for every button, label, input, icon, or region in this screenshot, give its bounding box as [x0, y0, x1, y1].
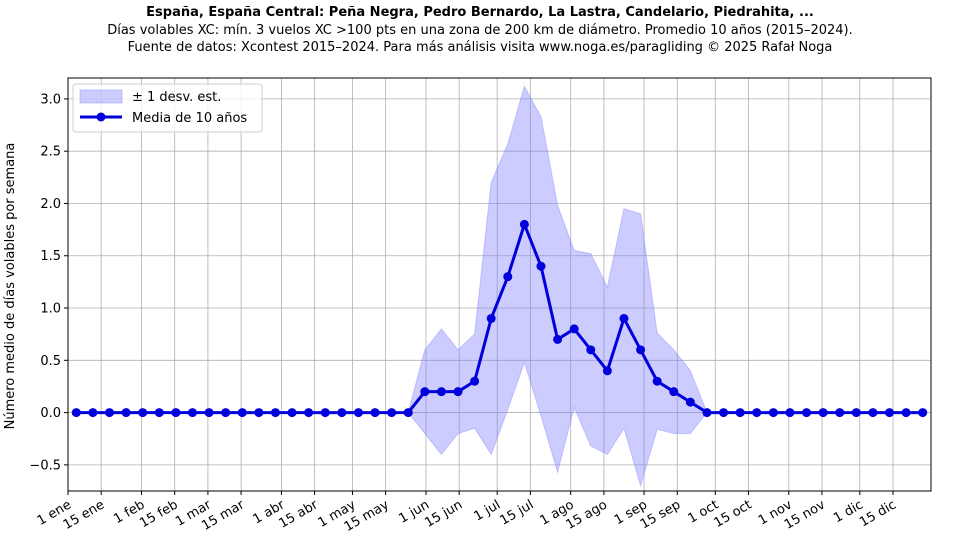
mean-point	[702, 408, 712, 418]
mean-point	[403, 408, 413, 418]
x-tick-label: 15 jul	[498, 497, 537, 528]
y-axis-ticks: −0.5 0.0 0.5 1.0 1.5 2.0 2.5 3.0	[29, 92, 68, 473]
mean-point	[553, 334, 563, 344]
mean-points	[71, 219, 928, 418]
title-block: España, España Central: Peña Negra, Pedr…	[0, 0, 960, 56]
x-tick-label: 15 oct	[712, 497, 755, 530]
mean-point	[204, 408, 214, 418]
mean-point	[187, 408, 197, 418]
legend-box	[72, 83, 263, 133]
mean-point	[519, 219, 529, 229]
mean-point	[88, 408, 98, 418]
std-dev-band	[76, 85, 923, 488]
mean-point	[835, 408, 845, 418]
mean-point	[453, 387, 463, 397]
mean-point	[885, 408, 895, 418]
legend: ± 1 desv. est. Media de 10 años	[72, 83, 263, 133]
chart-subtitle-line-2: Fuente de datos: Xcontest 2015–2024. Par…	[127, 40, 833, 55]
y-tick-label: 3.0	[40, 92, 61, 107]
mean-point	[768, 408, 778, 418]
legend-label-band: ± 1 desv. est.	[132, 90, 221, 105]
mean-point	[353, 408, 363, 418]
chart-title: España, España Central: Peña Negra, Pedr…	[146, 5, 814, 20]
mean-point	[818, 408, 828, 418]
mean-point	[237, 408, 247, 418]
mean-point	[752, 408, 762, 418]
mean-point	[669, 387, 679, 397]
mean-point	[636, 345, 646, 355]
legend-swatch-mean-marker	[96, 112, 106, 122]
mean-point	[851, 408, 861, 418]
legend-label-mean: Media de 10 años	[132, 111, 247, 126]
y-axis-label: Número medio de días volables por semana	[3, 143, 18, 430]
mean-point	[121, 408, 131, 418]
y-tick-label: 1.5	[40, 249, 61, 264]
mean-point	[287, 408, 297, 418]
mean-point	[685, 397, 695, 407]
mean-point	[868, 408, 878, 418]
mean-point	[154, 408, 164, 418]
mean-point	[420, 387, 430, 397]
mean-point	[918, 408, 928, 418]
mean-point	[436, 387, 446, 397]
mean-point	[270, 408, 280, 418]
legend-swatch-band	[79, 89, 123, 104]
mean-point	[304, 408, 314, 418]
y-tick-label: 1.0	[40, 302, 61, 317]
x-tick-label: 15 dic	[857, 497, 899, 530]
mean-point	[586, 345, 596, 355]
mean-point	[901, 408, 911, 418]
mean-point	[221, 408, 231, 418]
mean-point	[735, 408, 745, 418]
mean-point	[470, 376, 480, 386]
mean-point	[138, 408, 148, 418]
y-tick-label: 0.5	[40, 354, 61, 369]
mean-point	[71, 408, 81, 418]
x-tick-label: 15 feb	[137, 497, 180, 531]
y-tick-label: 2.5	[40, 145, 61, 160]
x-tick-label: 15 jun	[422, 497, 465, 530]
mean-point	[486, 313, 496, 323]
mean-point	[337, 408, 347, 418]
mean-point	[719, 408, 729, 418]
y-tick-label: −0.5	[29, 458, 61, 473]
mean-point	[619, 313, 629, 323]
y-tick-label: 0.0	[40, 406, 61, 421]
mean-point	[254, 408, 264, 418]
mean-point	[171, 408, 181, 418]
mean-point	[503, 272, 513, 282]
mean-point	[387, 408, 397, 418]
chart-subtitle-line-1: Días volables XC: mín. 3 vuelos XC >100 …	[107, 23, 853, 38]
mean-point	[802, 408, 812, 418]
x-tick-label: 1 jul	[472, 497, 504, 524]
mean-point	[785, 408, 795, 418]
mean-point	[536, 261, 546, 271]
mean-point	[104, 408, 114, 418]
mean-point	[370, 408, 380, 418]
mean-point	[652, 376, 662, 386]
mean-point	[320, 408, 330, 418]
mean-line	[76, 222, 923, 415]
y-tick-label: 2.0	[40, 197, 61, 212]
x-tick-label: 15 abr	[277, 497, 322, 531]
plot-frame	[67, 77, 932, 492]
mean-point	[602, 366, 612, 376]
mean-point	[569, 324, 579, 334]
